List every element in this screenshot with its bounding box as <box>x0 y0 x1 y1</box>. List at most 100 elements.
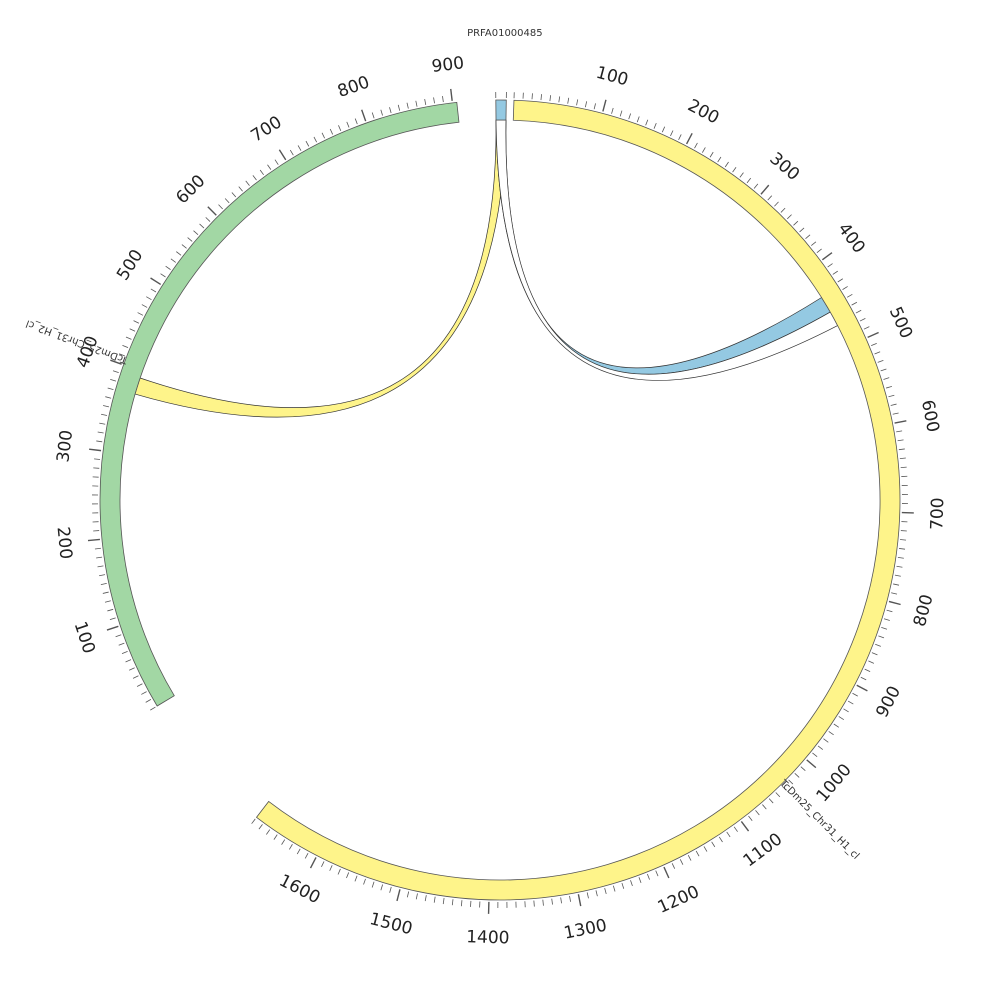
minor-tick <box>125 659 132 663</box>
sequence-labels: PRFA01000485 TcDm25_Chr31_H1_cl TcDm25_C… <box>25 28 862 862</box>
minor-tick <box>96 556 103 559</box>
minor-tick <box>97 431 104 434</box>
minor-tick <box>109 617 116 620</box>
minor-tick <box>329 128 334 135</box>
minor-tick <box>717 156 722 163</box>
minor-tick <box>630 880 633 887</box>
minor-tick <box>112 370 119 374</box>
minor-tick <box>833 723 840 728</box>
minor-tick <box>793 220 799 226</box>
major-tick <box>740 821 750 832</box>
sequence-label-prfa01000485: PRFA01000485 <box>467 28 543 39</box>
major-tick <box>106 625 119 631</box>
minor-tick <box>389 886 392 893</box>
minor-tick <box>701 147 706 153</box>
tick-label-h1: 300 <box>766 149 804 185</box>
minor-tick <box>886 609 893 613</box>
minor-tick <box>346 872 350 879</box>
major-tick <box>760 184 770 195</box>
minor-tick <box>354 875 358 882</box>
minor-tick <box>363 878 366 885</box>
minor-tick <box>442 898 445 905</box>
minor-tick <box>794 773 800 778</box>
tick-label-h1: 1500 <box>368 909 415 939</box>
major-tick <box>89 448 102 452</box>
minor-tick <box>864 668 871 673</box>
minor-tick <box>868 660 875 664</box>
minor-tick <box>891 592 898 595</box>
minor-tick <box>442 96 444 103</box>
minor-tick <box>297 145 302 151</box>
minor-tick <box>141 304 148 308</box>
minor-tick <box>266 829 271 835</box>
minor-tick <box>567 97 570 104</box>
minor-tick <box>880 368 887 372</box>
tick-label-h2: 200 <box>53 526 76 560</box>
tick-label-h1: 600 <box>917 398 943 434</box>
minor-tick <box>788 779 794 785</box>
ideogram-h2 <box>99 101 460 707</box>
minor-tick <box>899 548 906 550</box>
tick-label-h1: 1200 <box>655 882 703 918</box>
minor-tick <box>99 574 106 577</box>
tick-label-h2: 700 <box>248 112 286 146</box>
minor-tick <box>805 234 811 240</box>
minor-tick <box>787 214 792 220</box>
minor-tick <box>838 716 845 721</box>
major-tick <box>821 252 833 261</box>
minor-tick <box>586 892 589 899</box>
minor-tick <box>679 859 684 865</box>
minor-tick <box>863 326 870 330</box>
minor-tick <box>762 804 767 810</box>
minor-tick <box>812 752 818 758</box>
minor-tick <box>181 244 187 249</box>
minor-tick <box>121 651 128 655</box>
tick-label-h1: 100 <box>594 63 630 91</box>
minor-tick <box>775 792 781 798</box>
minor-tick <box>718 836 723 843</box>
tick-label-h1: 1000 <box>813 760 856 806</box>
minor-tick <box>855 309 862 314</box>
minor-tick <box>653 122 657 129</box>
minor-tick <box>875 643 881 647</box>
minor-tick <box>871 652 878 656</box>
minor-tick <box>218 204 223 210</box>
minor-tick <box>145 699 152 703</box>
minor-tick <box>451 899 454 906</box>
minor-tick <box>329 865 333 871</box>
minor-tick <box>102 591 109 594</box>
minor-tick <box>678 134 682 141</box>
tick-label-h2: 100 <box>70 619 99 656</box>
minor-tick <box>871 342 877 347</box>
minor-tick <box>406 102 409 109</box>
minor-tick <box>709 151 714 158</box>
major-tick <box>867 331 879 339</box>
minor-tick <box>424 895 427 902</box>
minor-tick <box>160 273 166 278</box>
minor-tick <box>900 539 907 541</box>
minor-tick <box>321 132 326 139</box>
minor-tick <box>753 183 759 189</box>
minor-tick <box>851 301 858 306</box>
minor-tick <box>551 898 553 905</box>
minor-tick <box>296 848 301 855</box>
minor-tick <box>281 839 286 845</box>
minor-tick <box>823 738 829 743</box>
minor-tick <box>837 278 844 283</box>
minor-tick <box>371 881 375 888</box>
minor-tick <box>593 103 596 110</box>
minor-tick <box>612 885 616 892</box>
minor-tick <box>655 870 659 877</box>
minor-tick <box>118 642 125 646</box>
tick-label-h1: 1300 <box>562 916 608 944</box>
minor-tick <box>883 377 890 380</box>
minor-tick <box>187 237 193 242</box>
minor-tick <box>94 547 101 550</box>
minor-tick <box>816 248 822 253</box>
minor-tick <box>103 405 110 408</box>
major-tick <box>894 420 907 424</box>
minor-tick <box>611 107 614 114</box>
tick-label-h1: 500 <box>885 304 916 342</box>
minor-tick <box>346 121 350 128</box>
